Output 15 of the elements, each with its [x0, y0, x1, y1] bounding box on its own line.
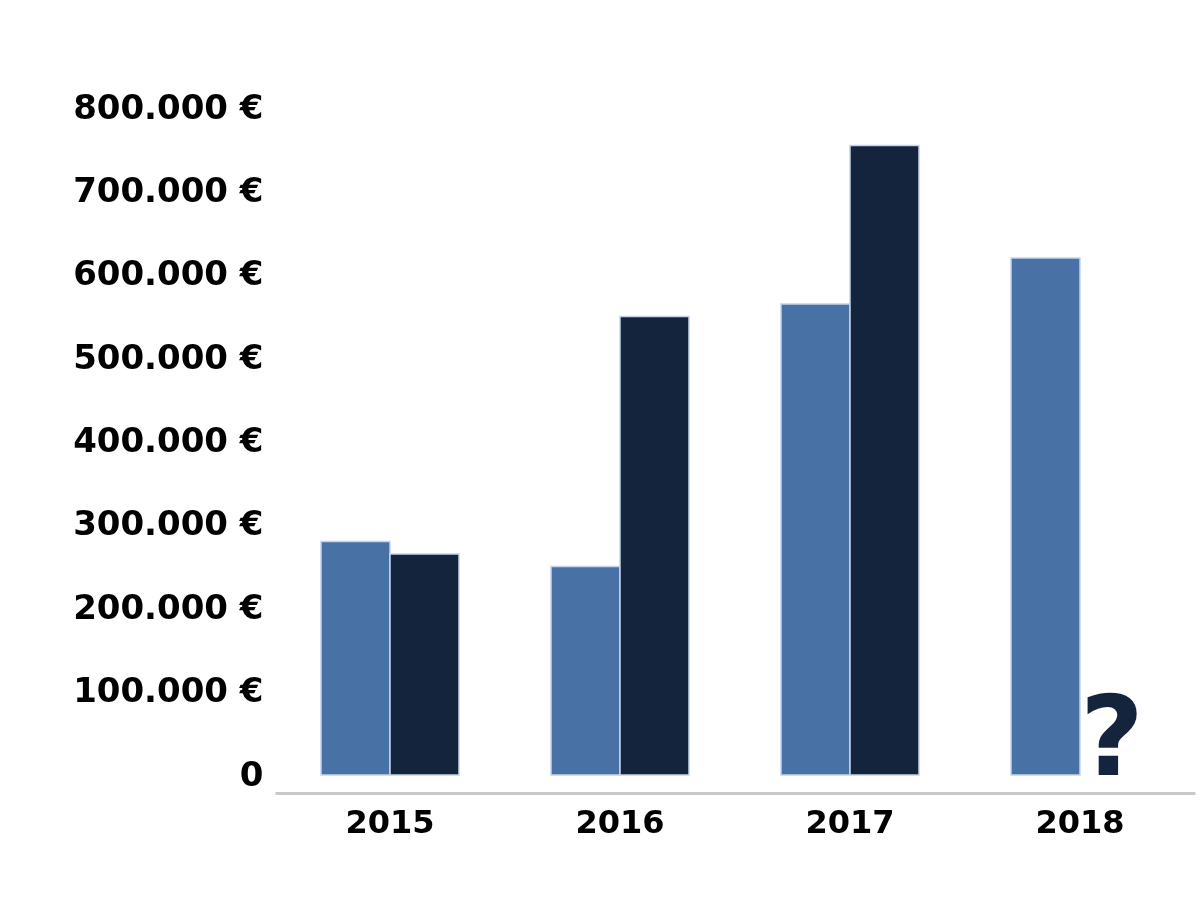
- y-tick-label: 700.000 €: [73, 169, 264, 210]
- y-tick-label: 600.000 €: [73, 253, 264, 294]
- x-tick-label: 2015: [345, 802, 435, 841]
- y-tick-label: 400.000 €: [73, 420, 264, 460]
- x-tick-label: 2016: [575, 802, 665, 841]
- y-tick-label: 100.000 €: [73, 670, 264, 711]
- y-tick-label: 800.000 €: [73, 86, 264, 127]
- annotation: ?: [1080, 673, 1144, 801]
- y-tick-label: 300.000 €: [73, 503, 264, 544]
- x-tick-label: 2018: [1035, 802, 1125, 841]
- x-tick-label: 2017: [805, 802, 895, 841]
- bar: [1010, 257, 1081, 776]
- y-tick-label: 500.000 €: [73, 336, 264, 377]
- y-tick-label: 0: [239, 753, 264, 794]
- y-tick-label: 200.000 €: [73, 586, 264, 627]
